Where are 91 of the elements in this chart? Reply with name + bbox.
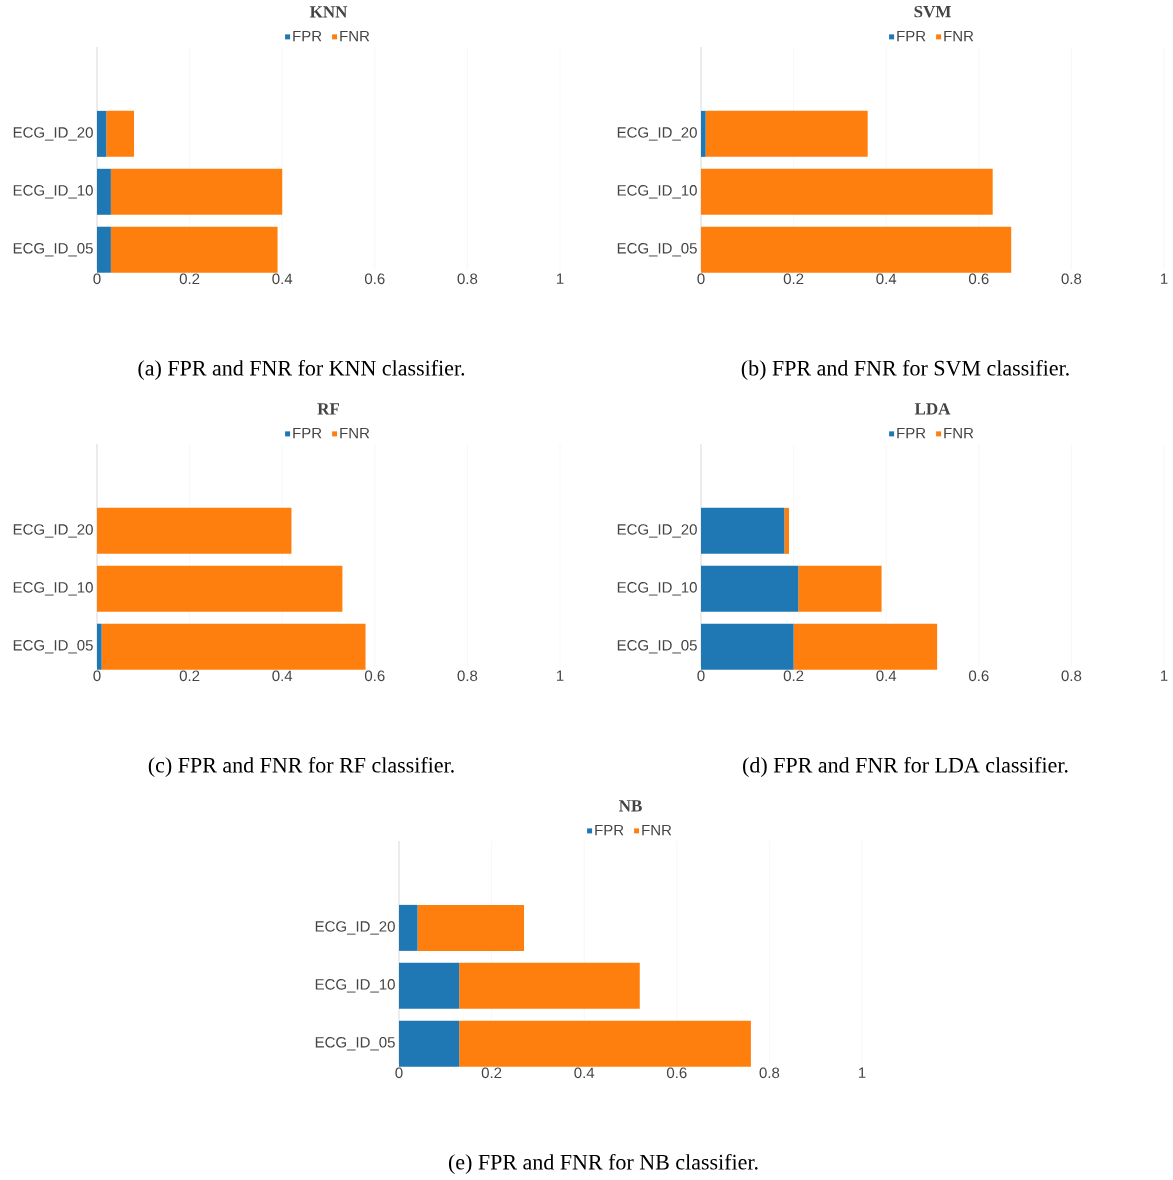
y-tick-label: ECG_ID_20 xyxy=(315,921,395,935)
chart-title: SVM xyxy=(914,5,951,18)
bar xyxy=(701,565,799,612)
chart-title: NB xyxy=(619,800,642,812)
y-tick-label: ECG_ID_05 xyxy=(13,639,93,654)
bar xyxy=(399,1020,460,1067)
x-tick-label: 0.4 xyxy=(272,273,293,285)
legend-label: FPR xyxy=(293,427,322,439)
bar xyxy=(701,623,794,670)
x-tick-label: 0.6 xyxy=(666,1067,687,1079)
x-tick-label: 0.8 xyxy=(457,273,478,285)
x-tick-label: 1 xyxy=(556,670,564,681)
legend-label: FPR xyxy=(595,824,624,836)
legend-label: FNR xyxy=(340,30,370,42)
bar xyxy=(459,962,640,1009)
y-tick-label: ECG_ID_05 xyxy=(315,1036,395,1051)
legend-label: FPR xyxy=(293,30,322,42)
bar xyxy=(701,110,706,157)
x-tick-label: 0.6 xyxy=(364,273,385,285)
y-tick-label: ECG_ID_20 xyxy=(13,127,93,141)
x-tick-label: 0.4 xyxy=(272,670,293,682)
y-tick-label: ECG_ID_10 xyxy=(13,185,93,199)
bar xyxy=(417,904,525,951)
x-tick-label: 0.2 xyxy=(179,273,200,285)
x-tick-label: 0.6 xyxy=(968,670,989,682)
legend-label: FNR xyxy=(642,824,672,836)
y-tick-label: ECG_ID_10 xyxy=(315,979,395,993)
text: (e) FPR and FNR for NB classifier. xyxy=(448,1153,758,1175)
bar xyxy=(701,168,993,215)
text: (b) FPR and FNR for SVM classifier. xyxy=(741,359,1069,381)
x-tick-label: 0.6 xyxy=(364,670,385,682)
x-tick-label: 1 xyxy=(1160,670,1168,681)
x-tick-label: 0.4 xyxy=(876,670,897,682)
bar xyxy=(784,507,789,554)
bar xyxy=(97,565,343,612)
y-tick-label: ECG_ID_10 xyxy=(13,582,93,596)
bar xyxy=(701,507,785,554)
y-tick-label: ECG_ID_10 xyxy=(617,185,697,199)
bar xyxy=(701,226,1012,273)
bar xyxy=(97,226,111,273)
x-tick-label: 0 xyxy=(93,273,101,285)
bar xyxy=(97,110,107,157)
bar xyxy=(97,623,102,670)
x-tick-label: 0.8 xyxy=(759,1067,780,1079)
bar xyxy=(101,623,366,670)
bar xyxy=(97,168,111,215)
legend-label: FPR xyxy=(897,30,926,42)
legend-label: FNR xyxy=(340,427,370,439)
x-tick-label: 1 xyxy=(556,273,564,284)
legend-label: FNR xyxy=(944,427,974,439)
bar xyxy=(110,168,283,215)
chart-title: LDA xyxy=(914,403,951,415)
text: (d) FPR and FNR for LDA classifier. xyxy=(743,756,1068,778)
bar xyxy=(97,507,292,554)
legend-label: FPR xyxy=(897,427,926,439)
text: (c) FPR and FNR for RF classifier. xyxy=(148,756,454,778)
x-tick-label: 0.2 xyxy=(179,670,200,682)
bar xyxy=(705,110,868,157)
y-tick-label: ECG_ID_20 xyxy=(617,524,697,538)
x-tick-label: 0 xyxy=(697,670,705,682)
x-tick-label: 0 xyxy=(93,670,101,682)
x-tick-label: 0.8 xyxy=(457,670,478,682)
x-tick-label: 0.8 xyxy=(1061,273,1082,285)
y-tick-label: ECG_ID_10 xyxy=(617,582,697,596)
x-tick-label: 0.2 xyxy=(783,273,804,285)
bar xyxy=(459,1020,751,1067)
bar xyxy=(399,962,460,1009)
x-tick-label: 1 xyxy=(1160,273,1168,284)
x-tick-label: 0.4 xyxy=(574,1067,595,1079)
x-tick-label: 0.6 xyxy=(968,273,989,285)
x-tick-label: 0.2 xyxy=(481,1067,502,1079)
legend-label: FNR xyxy=(944,30,974,42)
x-tick-label: 0 xyxy=(395,1067,403,1079)
chart-title: KNN xyxy=(309,6,348,18)
x-tick-label: 0.4 xyxy=(876,273,897,285)
x-tick-label: 1 xyxy=(858,1067,866,1078)
y-tick-label: ECG_ID_05 xyxy=(617,242,697,257)
bar xyxy=(110,226,278,273)
y-tick-label: ECG_ID_05 xyxy=(617,639,697,654)
x-tick-label: 0.8 xyxy=(1061,670,1082,682)
chart-title: RF xyxy=(317,403,340,415)
bar xyxy=(793,623,938,670)
bar xyxy=(106,110,135,157)
x-tick-label: 0 xyxy=(697,273,705,285)
y-tick-label: ECG_ID_20 xyxy=(617,127,697,141)
bar xyxy=(399,904,418,951)
bar xyxy=(798,565,882,612)
y-tick-label: ECG_ID_05 xyxy=(13,242,93,257)
x-tick-label: 0.2 xyxy=(783,670,804,682)
y-tick-label: ECG_ID_20 xyxy=(13,524,93,538)
text: (a) FPR and FNR for KNN classifier. xyxy=(138,359,465,381)
